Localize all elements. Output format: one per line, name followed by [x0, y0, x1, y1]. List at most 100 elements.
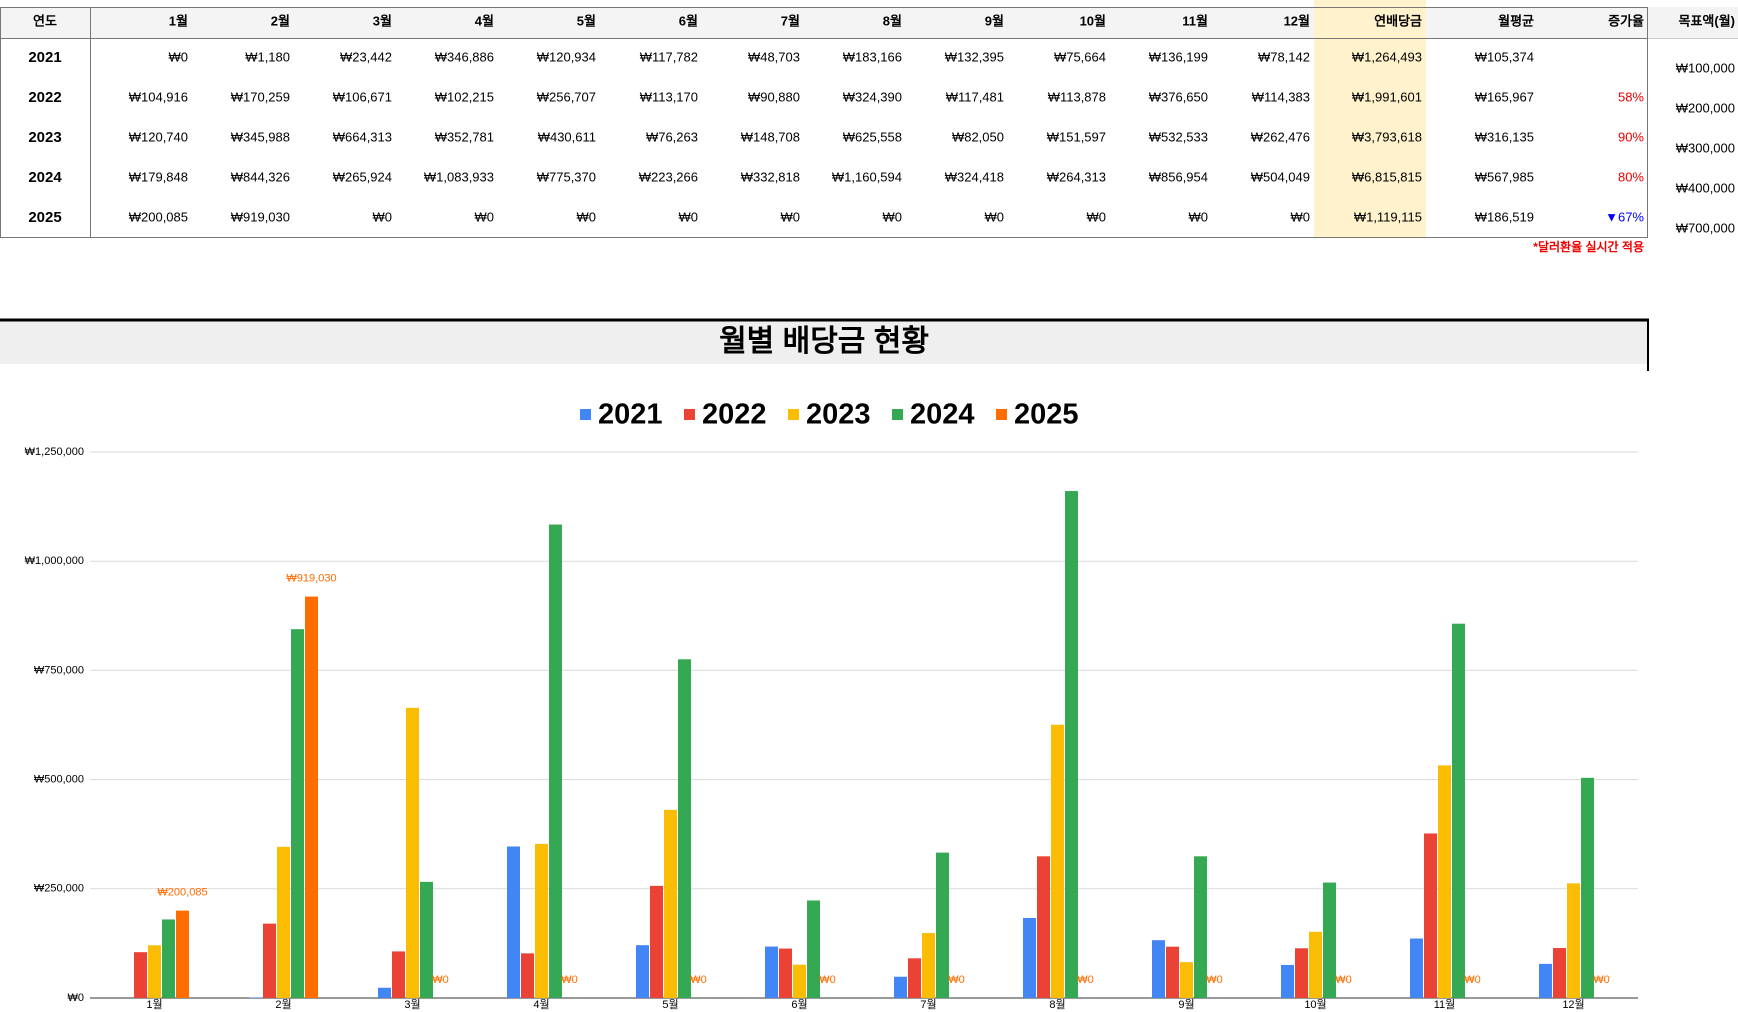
bar	[263, 923, 276, 998]
bar	[277, 846, 290, 998]
table-cell: ₩148,708	[741, 129, 800, 144]
table-cell: ₩346,886	[435, 49, 494, 64]
year-cell: 2023	[28, 129, 61, 146]
table-header: 1월	[169, 13, 188, 28]
table-cell: ₩775,370	[537, 169, 596, 184]
table-cell: ₩120,934	[537, 49, 596, 64]
value-label: ₩0	[432, 974, 449, 986]
table-cell: ₩1,180	[245, 49, 290, 64]
bar	[1553, 948, 1566, 998]
bar	[1452, 623, 1465, 998]
value-label: ₩0	[1077, 974, 1094, 986]
x-tick-label: 3월	[404, 998, 420, 1011]
table-header: 9월	[985, 13, 1004, 28]
bar	[549, 524, 562, 998]
x-tick-label: 5월	[662, 998, 678, 1011]
target-header-bg	[1648, 7, 1738, 38]
bar	[1152, 940, 1165, 998]
year-cell: 2025	[28, 209, 61, 226]
bar	[1065, 491, 1078, 998]
table-cell: ₩75,664	[1054, 49, 1106, 64]
table-cell: ₩345,988	[231, 129, 290, 144]
chart-header-bg	[0, 319, 1648, 364]
table-cell: ₩504,049	[1251, 169, 1310, 184]
table-header: 12월	[1284, 13, 1310, 28]
legend-label: 2021	[598, 399, 663, 431]
table-cell: ₩3,793,618	[1352, 129, 1422, 144]
table-cell: ₩1,119,115	[1354, 209, 1422, 224]
target-cell: ₩200,000	[1676, 100, 1735, 115]
table-header: 4월	[475, 13, 494, 28]
bar	[176, 910, 189, 998]
legend-label: 2022	[702, 399, 767, 431]
table-cell: ₩264,313	[1047, 169, 1106, 184]
table-header: 증가율	[1608, 13, 1644, 28]
table-header: 8월	[883, 13, 902, 28]
table-cell: ₩179,848	[129, 169, 188, 184]
table-cell: ₩0	[169, 49, 189, 64]
target-cell: ₩400,000	[1676, 180, 1735, 195]
table-header: 2월	[271, 13, 290, 28]
value-label: ₩200,085	[157, 887, 207, 899]
bar	[1194, 856, 1207, 998]
x-tick-label: 7월	[920, 998, 936, 1011]
table-cell: ₩0	[475, 209, 495, 224]
note: *달러환율 실시간 적용	[1533, 239, 1644, 254]
table-cell: ₩0	[985, 209, 1005, 224]
table-cell: ₩324,390	[843, 89, 902, 104]
bar	[1539, 963, 1552, 998]
legend-label: 2023	[806, 399, 871, 431]
bar	[535, 843, 548, 998]
table-cell: ₩6,815,815	[1352, 169, 1422, 184]
year-cell: 2024	[28, 169, 62, 186]
bar	[1438, 765, 1451, 998]
table-header: 연배당금	[1374, 13, 1422, 28]
bar	[894, 976, 907, 998]
table-cell: ₩0	[1189, 209, 1209, 224]
table-cell: ₩170,259	[231, 89, 290, 104]
table-border	[0, 7, 1648, 238]
bar	[678, 659, 691, 998]
table-cell: ₩844,326	[231, 169, 290, 184]
bar	[406, 707, 419, 998]
bar	[807, 900, 820, 998]
target-cell: ₩700,000	[1676, 220, 1735, 235]
x-tick-label: 1월	[146, 998, 162, 1011]
table-cell: ₩165,967	[1475, 89, 1534, 104]
table-cell: ₩262,476	[1251, 129, 1310, 144]
annual-header-bg	[1314, 7, 1426, 38]
table-cell: 58%	[1618, 89, 1644, 104]
value-label: ₩0	[1335, 974, 1352, 986]
bar	[1180, 962, 1193, 998]
bar	[148, 945, 161, 998]
bar	[378, 987, 391, 998]
bar	[765, 946, 778, 998]
y-tick-label: ₩250,000	[34, 883, 84, 895]
y-tick-label: ₩750,000	[34, 664, 84, 676]
table-cell: ₩1,991,601	[1352, 89, 1422, 104]
bar	[1581, 777, 1594, 998]
table-header: 월평균	[1498, 13, 1534, 28]
table-cell: ₩113,170	[640, 89, 698, 104]
bar	[922, 933, 935, 998]
table-header: 5월	[577, 13, 596, 28]
table-cell: ₩78,142	[1258, 49, 1310, 64]
table-cell: ₩200,085	[129, 209, 188, 224]
year-cell: 2021	[28, 49, 61, 66]
bar	[162, 919, 175, 998]
value-label: ₩0	[690, 974, 707, 986]
table-header: 11월	[1182, 13, 1208, 28]
table-cell: ₩0	[781, 209, 801, 224]
bar	[1410, 938, 1423, 998]
table-cell: ₩1,160,594	[832, 169, 902, 184]
table-cell: ₩332,818	[741, 169, 800, 184]
value-label: ₩0	[1593, 974, 1610, 986]
bar	[779, 948, 792, 998]
table-cell: ₩0	[1291, 209, 1311, 224]
bar	[1023, 917, 1036, 998]
bar	[1037, 856, 1050, 998]
value-label: ₩0	[561, 974, 578, 986]
legend-label: 2024	[910, 399, 975, 431]
table-cell: ₩114,383	[1252, 89, 1310, 104]
